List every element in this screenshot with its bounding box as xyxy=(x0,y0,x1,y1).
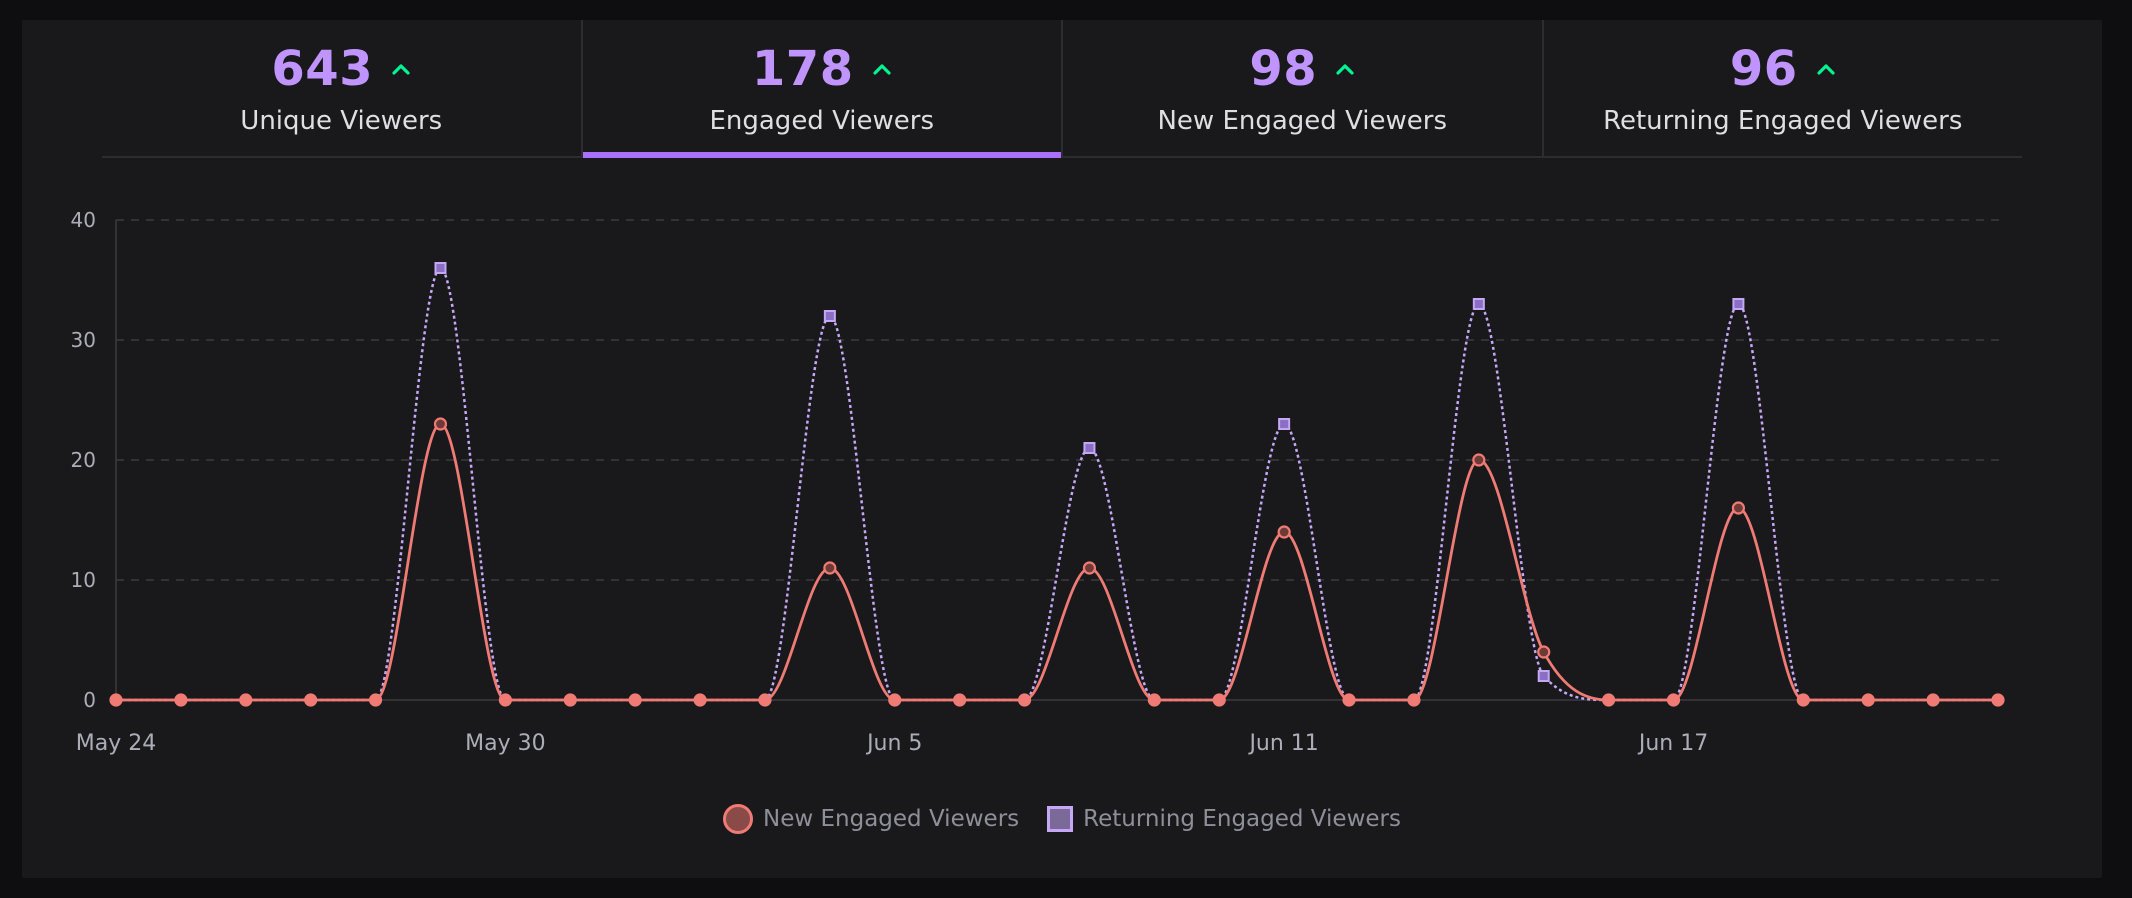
tab-engaged-viewers[interactable]: 178 Engaged Viewers xyxy=(580,20,1062,158)
engaged-viewers-label: Engaged Viewers xyxy=(709,106,935,136)
legend-item-new-engaged[interactable]: New Engaged Viewers xyxy=(723,804,1019,834)
new-engaged-point xyxy=(1277,525,1291,539)
new-engaged-point xyxy=(563,693,577,707)
new-engaged-point xyxy=(1602,693,1616,707)
new-engaged-point xyxy=(1082,561,1097,575)
engaged-viewers-value: 178 xyxy=(751,41,854,97)
x-tick-label: May 30 xyxy=(465,731,545,756)
viewer-analytics-panel: 643 Unique Viewers 178 Engaged Viewers 9… xyxy=(22,20,2102,878)
new-engaged-point xyxy=(1407,693,1421,707)
returning-engaged-point xyxy=(1472,298,1485,310)
x-tick-label: Jun 5 xyxy=(865,731,922,756)
engaged-viewers-line-chart: 0 10 20 30 40 May 24 May 30 Jun 5 Jun 11 Jun 17 xyxy=(71,208,2005,756)
y-tick-label: 30 xyxy=(71,328,96,352)
tab-new-engaged-viewers[interactable]: 98 New Engaged Viewers xyxy=(1061,20,1542,156)
new-engaged-point xyxy=(1147,693,1161,707)
new-engaged-point xyxy=(1991,693,2005,707)
stat-row: 643 xyxy=(271,38,411,100)
x-tick-label: Jun 17 xyxy=(1637,731,1708,756)
metric-tabs: 643 Unique Viewers 178 Engaged Viewers 9… xyxy=(102,20,2022,158)
stat-row: 96 xyxy=(1730,38,1836,100)
returning-engaged-swatch xyxy=(1047,806,1074,832)
up-arrow-icon xyxy=(1817,64,1835,75)
y-tick-label: 20 xyxy=(71,448,96,472)
new-engaged-point xyxy=(109,693,123,707)
y-tick-label: 40 xyxy=(71,208,96,232)
returning-engaged-line xyxy=(116,266,1998,702)
new-engaged-point xyxy=(758,693,772,707)
new-engaged-viewers-label: New Engaged Viewers xyxy=(1157,106,1448,136)
unique-viewers-label: Unique Viewers xyxy=(240,106,443,136)
returning-engaged-point xyxy=(823,310,836,322)
new-engaged-point xyxy=(239,693,253,707)
new-engaged-point xyxy=(1861,693,1875,707)
new-engaged-point xyxy=(1342,693,1356,707)
new-engaged-point xyxy=(1537,645,1551,659)
returning-engaged-point xyxy=(1278,418,1291,430)
new-engaged-point xyxy=(368,693,383,707)
new-engaged-swatch xyxy=(723,804,754,834)
up-arrow-icon xyxy=(392,64,410,75)
new-engaged-point xyxy=(823,561,837,575)
returning-engaged-point xyxy=(1732,298,1745,310)
new-engaged-point xyxy=(953,693,967,707)
new-engaged-line xyxy=(116,422,1998,702)
tab-returning-engaged-viewers[interactable]: 96 Returning Engaged Viewers xyxy=(1541,20,2023,156)
new-engaged-point xyxy=(498,693,512,707)
new-engaged-viewers-value: 98 xyxy=(1249,41,1318,97)
up-arrow-icon xyxy=(1336,64,1354,75)
returning-engaged-point xyxy=(434,262,447,274)
stat-row: 98 xyxy=(1249,38,1355,100)
tab-unique-viewers[interactable]: 643 Unique Viewers xyxy=(102,20,581,156)
returning-engaged-viewers-label: Returning Engaged Viewers xyxy=(1603,106,1963,136)
new-engaged-point xyxy=(1472,453,1486,467)
legend-label-new: New Engaged Viewers xyxy=(763,806,1020,832)
new-engaged-point xyxy=(1731,501,1746,515)
new-engaged-point xyxy=(693,693,707,707)
legend-item-returning-engaged[interactable]: Returning Engaged Viewers xyxy=(1047,806,1401,832)
y-tick-label: 10 xyxy=(71,568,96,592)
x-tick-label: May 24 xyxy=(76,731,156,756)
chart-legend: New Engaged Viewers Returning Engaged Vi… xyxy=(22,804,2102,834)
new-engaged-point xyxy=(888,693,902,707)
new-engaged-point xyxy=(1212,693,1226,707)
new-engaged-point xyxy=(433,417,448,431)
unique-viewers-value: 643 xyxy=(271,41,374,97)
returning-engaged-point xyxy=(1083,442,1096,454)
new-engaged-point xyxy=(1017,693,1032,707)
new-engaged-point xyxy=(628,693,642,707)
new-engaged-point xyxy=(1796,693,1810,707)
x-tick-label: Jun 11 xyxy=(1247,731,1318,756)
legend-label-returning: Returning Engaged Viewers xyxy=(1083,806,1401,832)
returning-engaged-viewers-value: 96 xyxy=(1729,41,1798,97)
up-arrow-icon xyxy=(872,64,891,75)
new-engaged-point xyxy=(1926,693,1940,707)
new-engaged-point xyxy=(174,693,188,707)
returning-engaged-point xyxy=(1537,670,1550,682)
stat-row: 178 xyxy=(752,38,892,100)
new-engaged-point xyxy=(304,693,318,707)
new-engaged-point xyxy=(1666,693,1681,707)
y-tick-label: 0 xyxy=(83,688,96,712)
